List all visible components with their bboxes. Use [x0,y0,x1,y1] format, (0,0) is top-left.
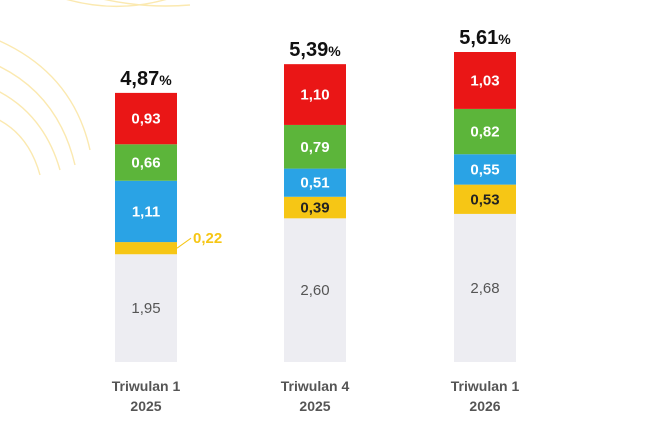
total-value-label: 5,61% [459,27,511,49]
segment-value-label: 0,22 [193,230,222,247]
bar-segment-green [284,124,346,169]
category-label: 2025 [299,398,330,414]
category-label: 2025 [130,398,161,414]
bar-segment-green [115,144,177,181]
bar-segment-red [454,52,516,109]
bar-segment-blue [115,180,177,243]
bar-segment-red [115,92,177,145]
callout-leader [176,237,192,249]
total-value-label: 4,87% [120,68,172,90]
category-label: 2026 [469,398,500,414]
segment-value-label: 1,03 [470,72,499,89]
segment-value-label: 1,95 [131,300,160,317]
segment-value-label: 1,10 [300,87,329,104]
bar-segment-yellow [115,242,177,255]
bar-segment-green [454,108,516,155]
category-label: Triwulan 4 [281,378,350,394]
bar-segment-base [454,213,516,362]
bar-segment-blue [284,168,346,197]
bar-segment-base [284,218,346,362]
bar-segment-yellow [284,196,346,219]
bar-segment-base [115,254,177,362]
segment-value-label: 0,39 [300,200,329,217]
bar-segment-red [284,64,346,125]
segment-value-label: 0,51 [300,175,329,192]
segment-value-label: 2,68 [470,280,499,297]
bar-segment-blue [454,154,516,185]
segment-value-label: 0,79 [300,139,329,156]
segment-value-label: 0,53 [470,191,499,208]
segment-value-label: 0,55 [470,161,499,178]
segment-value-label: 0,82 [470,124,499,141]
segment-value-label: 0,93 [131,111,160,128]
segment-value-label: 0,66 [131,155,160,172]
segment-value-label: 2,60 [300,282,329,299]
category-label: Triwulan 1 [451,378,520,394]
bar-segment-yellow [454,184,516,214]
total-value-label: 5,39% [289,39,341,61]
segment-value-label: 1,11 [132,203,160,220]
category-label: Triwulan 1 [112,378,181,394]
